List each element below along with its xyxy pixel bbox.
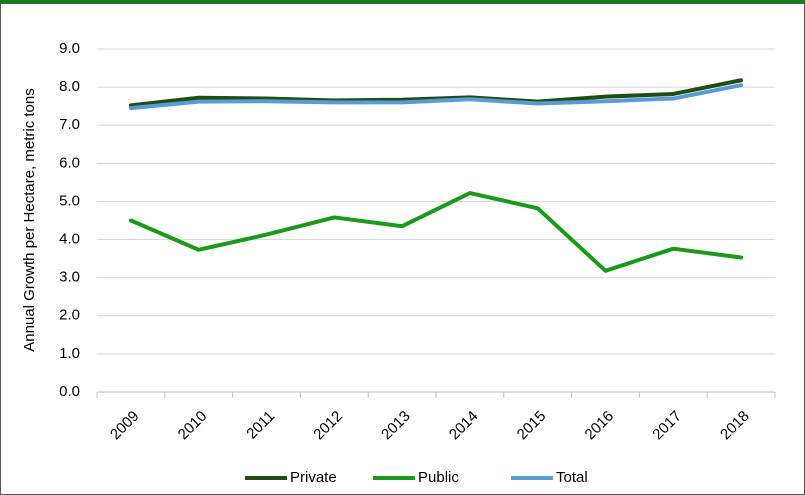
y-tick-label: 4.0 xyxy=(59,231,80,248)
series-line xyxy=(128,78,744,108)
series-line xyxy=(128,83,744,111)
y-tick-label: 1.0 xyxy=(59,345,80,362)
y-tick-label: 6.0 xyxy=(59,154,80,171)
y-tick-label: 5.0 xyxy=(59,192,80,209)
legend-label: Public xyxy=(418,469,459,486)
y-tick-label: 8.0 xyxy=(59,78,80,95)
y-tick-label: 3.0 xyxy=(59,269,80,286)
y-axis-title: Annual Growth per Hectare, metric tons xyxy=(21,88,38,351)
top-bar xyxy=(0,0,805,4)
y-tick-label: 7.0 xyxy=(59,116,80,133)
series-line xyxy=(128,191,744,273)
y-tick-label: 2.0 xyxy=(59,307,80,324)
legend-label: Total xyxy=(556,469,588,486)
y-tick-label: 9.0 xyxy=(59,40,80,57)
legend-label: Private xyxy=(290,469,337,486)
y-tick-label: 0.0 xyxy=(59,383,80,400)
